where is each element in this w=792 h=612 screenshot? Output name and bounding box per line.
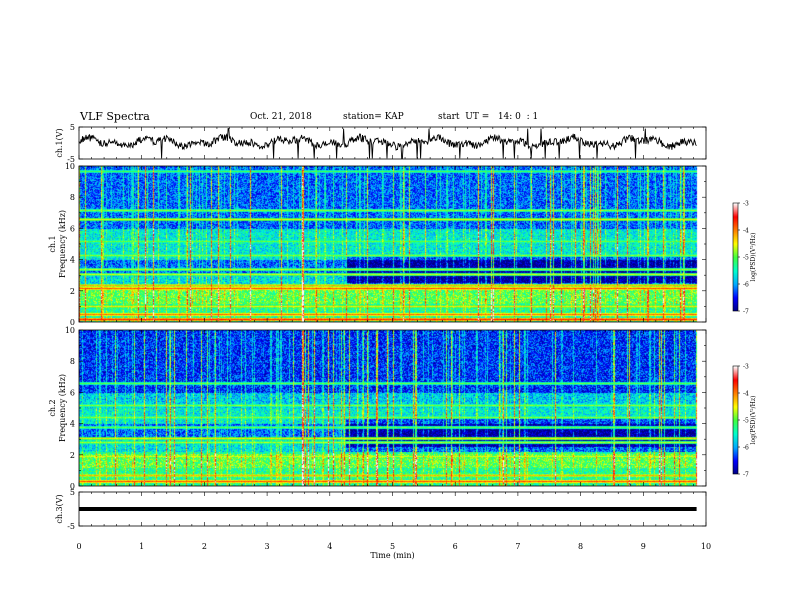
spectrogram-layer [79,166,738,486]
x-tick-label: 9 [641,542,646,551]
date-label: Oct. 21, 2018 [250,112,312,122]
y-tick-label: 5 [70,123,75,132]
waveform-layer [78,128,697,511]
colorbar-tick-label: -4 [743,228,749,235]
y-axis-label-frequency: Frequency (kHz) [58,210,67,278]
y-tick-label: 8 [70,193,75,202]
x-tick-label: 1 [139,542,144,551]
x-tick-label: 6 [453,542,458,551]
y-tick-label: 5 [70,488,75,497]
x-tick-label: 7 [515,542,520,551]
y-tick-label: 10 [65,162,75,171]
y-tick-label: 4 [70,420,75,429]
colorbar-tick-label: -6 [743,445,749,452]
x-tick-label: 5 [390,542,395,551]
figure-title: VLF Spectra [80,110,150,123]
x-tick-label: 2 [202,542,207,551]
colorbar-label: log(PSD)(V²/Hz) [750,396,757,445]
y-tick-label: 4 [70,256,75,265]
spectrogram-image-1 [79,166,706,322]
colorbar-tick-label: -3 [743,201,749,208]
colorbar-label: log(PSD)(V²/Hz) [750,233,757,282]
x-tick-label: 8 [578,542,583,551]
y-tick-label: 10 [65,326,75,335]
x-tick-label: 0 [76,542,81,551]
y-axis-label-frequency: Frequency (kHz) [58,374,67,442]
spectrogram-image-2 [79,330,706,486]
y-axis-label: ch.1(V) [55,128,64,157]
y-tick-label: 0 [70,482,75,491]
colorbar-tick-label: -4 [743,391,749,398]
y-tick-label: -5 [67,155,75,164]
y-tick-label: 2 [70,287,75,296]
x-axis-label: Time (min) [370,551,414,560]
x-tick-label: 4 [327,542,332,551]
colorbar-tick-label: -7 [743,472,749,479]
y-tick-label: 6 [70,224,75,233]
y-tick-label: 6 [70,388,75,397]
colorbar-tick-label: -6 [743,282,749,289]
y-tick-label: -5 [67,522,75,531]
y-axis-label-channel: ch.1 [48,235,57,252]
y-tick-label: 0 [70,318,75,327]
colorbar-1 [733,203,738,311]
start-time-label: start UT = 14: 0 : 1 [438,112,539,122]
colorbar-tick-label: -7 [743,309,749,316]
y-axis-label-channel: ch.2 [48,399,57,416]
colorbar-2 [733,366,738,474]
y-tick-label: 2 [70,451,75,460]
colorbar-tick-label: -3 [743,364,749,371]
colorbar-tick-label: -5 [743,255,749,262]
y-axis-label: ch.3(V) [55,494,64,523]
x-tick-label: 10 [701,542,711,551]
ch1-waveform-line [78,128,697,159]
colorbar-tick-label: -5 [743,418,749,425]
station-label: station= KAP [343,112,404,122]
y-tick-label: 8 [70,357,75,366]
x-tick-label: 3 [265,542,270,551]
